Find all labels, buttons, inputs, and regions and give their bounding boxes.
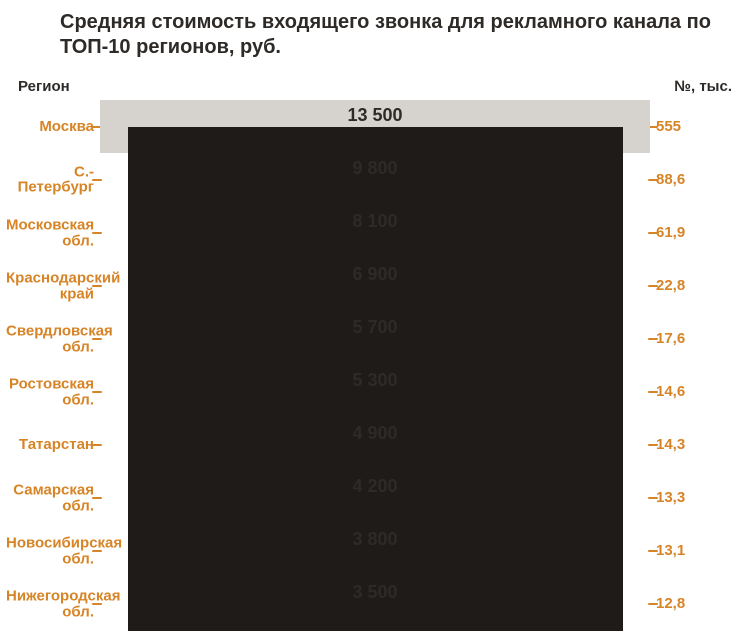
- region-label: Новосибирская обл.: [6, 536, 94, 568]
- region-label: С.-Петербург: [6, 164, 94, 196]
- left-column-header: Регион: [18, 78, 70, 95]
- bar-value-label: 3 500: [352, 582, 397, 603]
- volume-label: 555: [656, 119, 744, 135]
- volume-label: 13,3: [656, 490, 744, 506]
- right-column-header: №, тыс.: [674, 78, 732, 95]
- region-label: Москва: [6, 119, 94, 135]
- bar-value-label: 5 300: [352, 370, 397, 391]
- region-label: Краснодарский край: [6, 270, 94, 302]
- volume-label: 14,6: [656, 384, 744, 400]
- volume-label: 14,3: [656, 437, 744, 453]
- bar-value-label: 4 900: [352, 423, 397, 444]
- region-label: Татарстан: [6, 437, 94, 453]
- volume-labels: 555 88,6 61,9 22,8 17,6 14,6 14,3 13,3 13,1 12,8: [650, 100, 750, 631]
- bar-value-label: 6 900: [352, 264, 397, 285]
- chart-title: Средняя стоимость входящего звонка для р…: [60, 10, 730, 60]
- region-label: Свердловская обл.: [6, 323, 94, 355]
- bar-value-label: 13 500: [347, 105, 402, 126]
- volume-label: 88,6: [656, 172, 744, 188]
- volume-label: 12,8: [656, 597, 744, 613]
- volume-label: 61,9: [656, 225, 744, 241]
- plot-area: 13 500 9 800 8 100 6 900 5 700 5 300 4 900 4 20…: [100, 100, 650, 631]
- volume-label: 13,1: [656, 543, 744, 559]
- bar-value-label: 9 800: [352, 158, 397, 179]
- volume-label: 22,8: [656, 278, 744, 294]
- bar-value-label: 3 800: [352, 529, 397, 550]
- volume-label: 17,6: [656, 331, 744, 347]
- region-label: Самарская обл.: [6, 483, 94, 515]
- bar-value-label: 8 100: [352, 211, 397, 232]
- bar-value-label: 5 700: [352, 317, 397, 338]
- region-label: Нижегородская обл.: [6, 589, 94, 621]
- stair-chart: Средняя стоимость входящего звонка для р…: [0, 0, 750, 641]
- region-label: Ростовская обл.: [6, 376, 94, 408]
- region-label: Московская обл.: [6, 217, 94, 249]
- region-labels: Москва С.-Петербург Московская обл. Краснод…: [0, 100, 100, 631]
- bar-value-label: 4 200: [352, 476, 397, 497]
